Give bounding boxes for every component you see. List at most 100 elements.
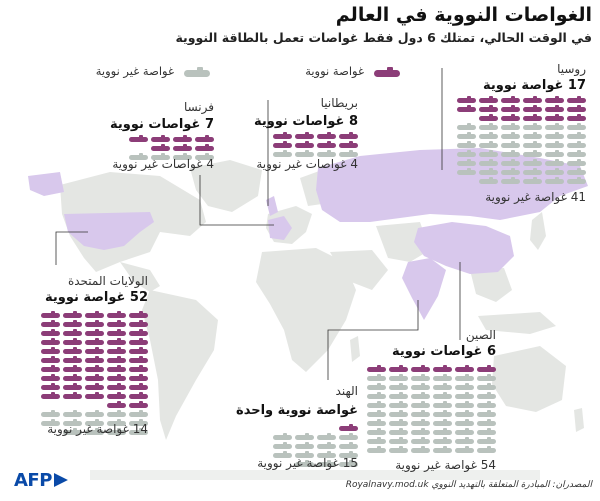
india-conventional-count: 15 غواصة غير نووية [257, 456, 358, 470]
conventional-submarine-icon [339, 442, 358, 449]
conventional-submarine-icon [273, 442, 292, 449]
conventional-submarine-icon [567, 150, 586, 157]
conventional-submarine-icon [63, 419, 82, 426]
afp-logo-arrow-icon [53, 473, 68, 487]
new-zealand [574, 408, 584, 432]
britain-submarines [273, 132, 358, 157]
conventional-submarine-icon [501, 123, 520, 130]
conventional-submarine-icon [433, 428, 452, 435]
conventional-submarine-icon [477, 401, 496, 408]
nuclear-submarine-icon [151, 135, 170, 142]
conventional-submarine-icon [317, 460, 336, 467]
nuclear-submarine-icon [479, 96, 498, 103]
conventional-submarine-icon [479, 177, 498, 184]
conventional-submarine-icon [567, 123, 586, 130]
legend-conventional-label: غواصة غير نووية [95, 64, 174, 78]
nuclear-submarine-icon [273, 132, 292, 139]
conventional-submarine-icon [411, 410, 430, 417]
nuclear-submarine-icon [129, 338, 148, 345]
conventional-submarine-icon [129, 419, 148, 426]
conventional-submarine-icon [567, 141, 586, 148]
conventional-submarine-icon [411, 437, 430, 444]
conventional-submarine-icon [411, 374, 430, 381]
conventional-submarine-icon [477, 437, 496, 444]
map-china [414, 222, 514, 274]
nuclear-submarine-icon [501, 96, 520, 103]
nuclear-submarine-icon [85, 320, 104, 327]
nuclear-submarine-icon [85, 311, 104, 318]
france-nuclear-count: 7 غواصات نووية [110, 117, 214, 132]
conventional-submarine-icon [523, 177, 542, 184]
conventional-submarine-icon [545, 168, 564, 175]
conventional-submarine-icon [295, 150, 314, 157]
russia-name: روسيا [557, 62, 586, 76]
nuclear-submarine-icon [545, 114, 564, 121]
conventional-submarine-icon [457, 168, 476, 175]
nuclear-submarine-icon [129, 374, 148, 381]
grid-spacer [41, 403, 60, 408]
conventional-submarine-icon [455, 374, 474, 381]
conventional-submarine-icon [389, 437, 408, 444]
conventional-submarine-icon [85, 410, 104, 417]
conventional-submarine-icon [339, 460, 358, 467]
conventional-submarine-icon [273, 150, 292, 157]
conventional-submarine-icon [389, 428, 408, 435]
conventional-submarine-icon [523, 141, 542, 148]
france-leader [199, 175, 274, 226]
conventional-submarine-icon [367, 374, 386, 381]
nuclear-submarine-icon [457, 96, 476, 103]
conventional-submarine-icon [433, 410, 452, 417]
conventional-submarine-icon [567, 168, 586, 175]
china-name: الصين [465, 328, 496, 342]
nuclear-submarine-icon [63, 320, 82, 327]
nuclear-submarine-icon [63, 374, 82, 381]
conventional-submarine-icon [455, 401, 474, 408]
nuclear-submarine-icon [107, 329, 126, 336]
conventional-submarine-icon [41, 410, 60, 417]
conventional-submarine-icon [479, 123, 498, 130]
conventional-submarine-icon [273, 451, 292, 458]
nuclear-submarine-icon [129, 392, 148, 399]
conventional-submarine-icon [317, 433, 336, 440]
conventional-submarine-icon [501, 141, 520, 148]
conventional-submarine-icon [411, 419, 430, 426]
china-conventional-count: 54 غواصة غير نووية [395, 458, 496, 472]
nuclear-submarine-icon [501, 105, 520, 112]
conventional-submarine-icon [129, 410, 148, 417]
nuclear-submarine-icon [339, 424, 358, 431]
nuclear-submarine-icon [41, 311, 60, 318]
nuclear-submarine-icon [317, 132, 336, 139]
map-france [268, 216, 292, 240]
nuclear-submarine-icon [295, 141, 314, 148]
conventional-submarine-icon [457, 141, 476, 148]
nuclear-submarine-icon [41, 338, 60, 345]
conventional-submarine-icon [479, 141, 498, 148]
leader-lines [55, 68, 461, 380]
conventional-submarine-icon [295, 433, 314, 440]
usa-nuclear-count: 52 غواصة نووية [45, 290, 148, 305]
nuclear-submarine-icon [107, 347, 126, 354]
india-nuclear-count: غواصة نووية واحدة [236, 403, 358, 418]
conventional-submarine-icon [433, 446, 452, 453]
central-asia [376, 222, 430, 262]
nuclear-submarine-icon [41, 347, 60, 354]
nuclear-submarine-icon [63, 338, 82, 345]
conventional-submarine-icon [85, 428, 104, 435]
conventional-submarine-icon [389, 419, 408, 426]
nuclear-submarine-icon [129, 311, 148, 318]
nuclear-submarine-icon [295, 132, 314, 139]
central-america [120, 262, 160, 292]
conventional-submarine-icon [367, 383, 386, 390]
nuclear-submarine-icon [41, 329, 60, 336]
nuclear-submarine-icon [63, 311, 82, 318]
conventional-submarine-icon [567, 132, 586, 139]
nuclear-submarine-icon [567, 96, 586, 103]
conventional-submarine-icon [567, 177, 586, 184]
conventional-submarine-icon [545, 177, 564, 184]
conventional-submarine-icon [411, 428, 430, 435]
conventional-submarine-icon [457, 123, 476, 130]
map-britain [266, 196, 278, 216]
conventional-submarine-icon [523, 168, 542, 175]
nuclear-submarine-icon [129, 347, 148, 354]
conventional-submarine-icon [457, 150, 476, 157]
